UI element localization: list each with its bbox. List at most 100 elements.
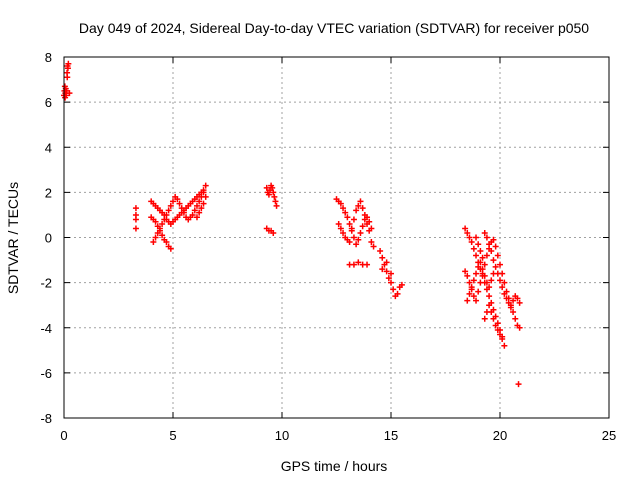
data-point (180, 209, 187, 216)
data-point (494, 252, 501, 259)
data-point (492, 243, 499, 250)
data-point (466, 279, 473, 286)
y-tick-label: -8 (40, 411, 52, 426)
data-point (167, 245, 174, 252)
data-point (193, 214, 200, 221)
data-point (193, 202, 200, 209)
data-point (265, 191, 272, 198)
data-point (505, 299, 512, 306)
data-point (271, 193, 278, 200)
data-point (477, 259, 484, 266)
y-axis-label: SDTVAR / TECUs (5, 182, 21, 294)
data-point (132, 205, 139, 212)
data-point (486, 241, 493, 248)
data-point (388, 279, 394, 286)
data-point (368, 239, 375, 246)
data-point (481, 261, 488, 268)
data-point (170, 198, 176, 205)
data-point (470, 293, 477, 300)
data-point (132, 216, 139, 223)
data-point (464, 272, 471, 279)
y-tick-label: 0 (45, 231, 52, 246)
data-point (383, 268, 390, 275)
data-point (473, 270, 480, 277)
y-tick-label: 8 (45, 50, 52, 65)
data-point (377, 248, 384, 255)
data-point (470, 277, 477, 284)
data-point (355, 202, 362, 209)
data-point (462, 268, 469, 275)
data-point (353, 241, 360, 248)
data-point (196, 198, 203, 205)
data-point (470, 245, 477, 252)
data-point (481, 229, 488, 236)
data-point (483, 279, 490, 286)
data-point (353, 207, 360, 214)
data-point (366, 227, 373, 234)
x-tick-label: 15 (384, 428, 398, 443)
data-point (473, 252, 480, 259)
data-point (200, 200, 207, 207)
data-point (483, 234, 490, 241)
data-point (468, 284, 475, 291)
y-tick-label: 2 (45, 185, 52, 200)
data-point (488, 308, 495, 315)
data-point (270, 189, 277, 196)
data-point (481, 315, 488, 322)
y-tick-label: 6 (45, 95, 52, 110)
data-point (152, 234, 159, 241)
data-point (477, 248, 484, 255)
data-point (490, 236, 497, 243)
data-point (464, 297, 471, 304)
data-point (189, 211, 196, 218)
data-point (270, 229, 277, 236)
data-point (161, 216, 168, 223)
data-point (499, 336, 506, 343)
data-point (497, 261, 503, 268)
data-point (383, 259, 390, 266)
data-point (350, 234, 357, 241)
data-point (355, 259, 362, 266)
data-point (346, 239, 353, 246)
data-point (364, 220, 371, 227)
data-point (62, 94, 69, 101)
data-point (486, 293, 493, 300)
data-point (379, 254, 386, 261)
chart-title: Day 049 of 2024, Sidereal Day-to-day VTE… (79, 20, 589, 36)
data-point (357, 198, 364, 205)
data-point (475, 263, 482, 270)
data-point (132, 225, 139, 232)
data-point (337, 200, 344, 207)
data-point (202, 193, 209, 200)
data-point (473, 297, 480, 304)
data-point (196, 209, 203, 216)
data-point (388, 270, 394, 277)
data-point (462, 225, 469, 232)
data-point (65, 60, 72, 67)
data-point (64, 74, 71, 81)
data-point (359, 223, 366, 230)
data-point (507, 304, 514, 311)
x-tick-label: 5 (169, 428, 176, 443)
data-point (174, 196, 181, 203)
data-point (167, 202, 174, 209)
data-point (152, 218, 159, 225)
data-point (398, 281, 405, 288)
data-point (466, 290, 473, 297)
data-point (512, 315, 519, 322)
data-point (346, 220, 353, 227)
data-point (202, 182, 209, 189)
data-point (514, 295, 521, 302)
data-point (483, 252, 490, 259)
data-point (273, 202, 280, 209)
data-point (269, 184, 276, 191)
data-point (163, 211, 170, 218)
data-point (361, 211, 368, 218)
data-point (379, 266, 386, 273)
data-point (468, 239, 475, 246)
data-point (66, 90, 73, 97)
data-point (486, 284, 493, 291)
data-point (501, 342, 508, 349)
data-point (486, 302, 493, 309)
data-point (150, 239, 157, 246)
